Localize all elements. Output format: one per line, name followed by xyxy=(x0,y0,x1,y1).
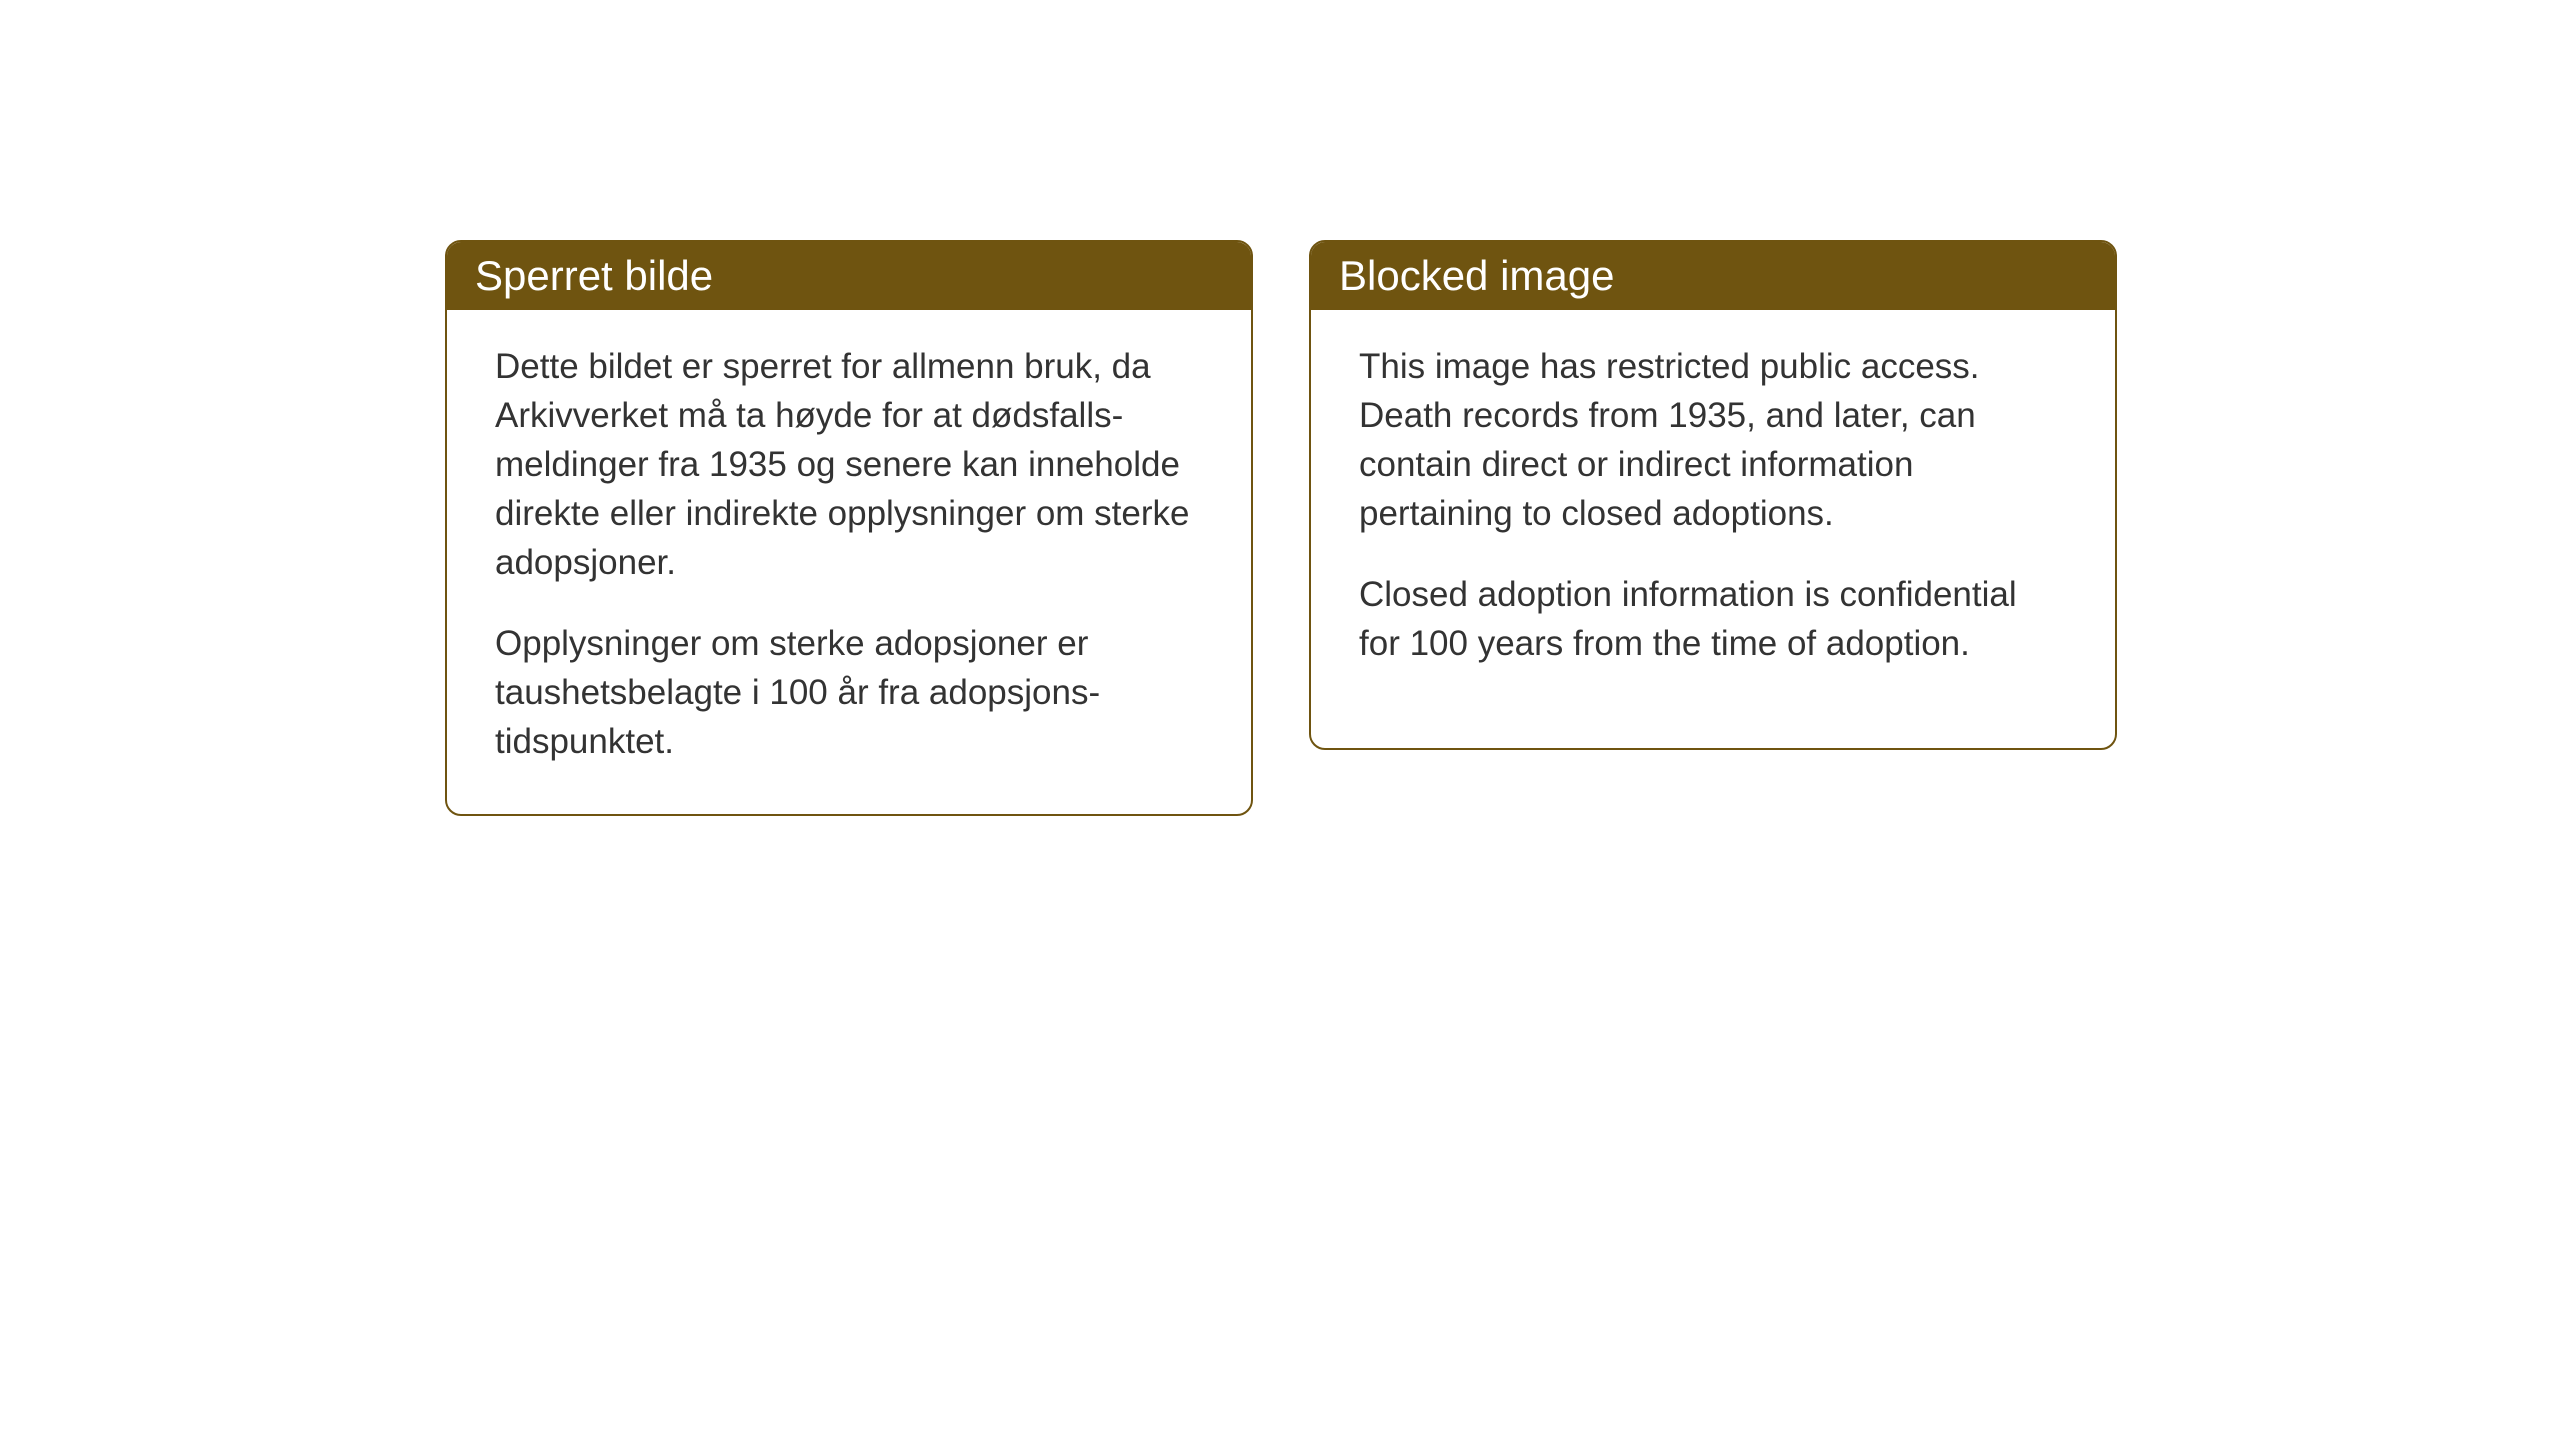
card-body-english: This image has restricted public access.… xyxy=(1311,310,2115,716)
card-header-norwegian: Sperret bilde xyxy=(447,242,1251,310)
card-paragraph-1-english: This image has restricted public access.… xyxy=(1359,342,2067,538)
card-header-english: Blocked image xyxy=(1311,242,2115,310)
card-title-norwegian: Sperret bilde xyxy=(475,252,713,299)
notice-container: Sperret bilde Dette bildet er sperret fo… xyxy=(445,240,2117,816)
notice-card-norwegian: Sperret bilde Dette bildet er sperret fo… xyxy=(445,240,1253,816)
card-body-norwegian: Dette bildet er sperret for allmenn bruk… xyxy=(447,310,1251,814)
card-paragraph-1-norwegian: Dette bildet er sperret for allmenn bruk… xyxy=(495,342,1203,587)
notice-card-english: Blocked image This image has restricted … xyxy=(1309,240,2117,750)
card-paragraph-2-english: Closed adoption information is confident… xyxy=(1359,570,2067,668)
card-paragraph-2-norwegian: Opplysninger om sterke adopsjoner er tau… xyxy=(495,619,1203,766)
card-title-english: Blocked image xyxy=(1339,252,1614,299)
